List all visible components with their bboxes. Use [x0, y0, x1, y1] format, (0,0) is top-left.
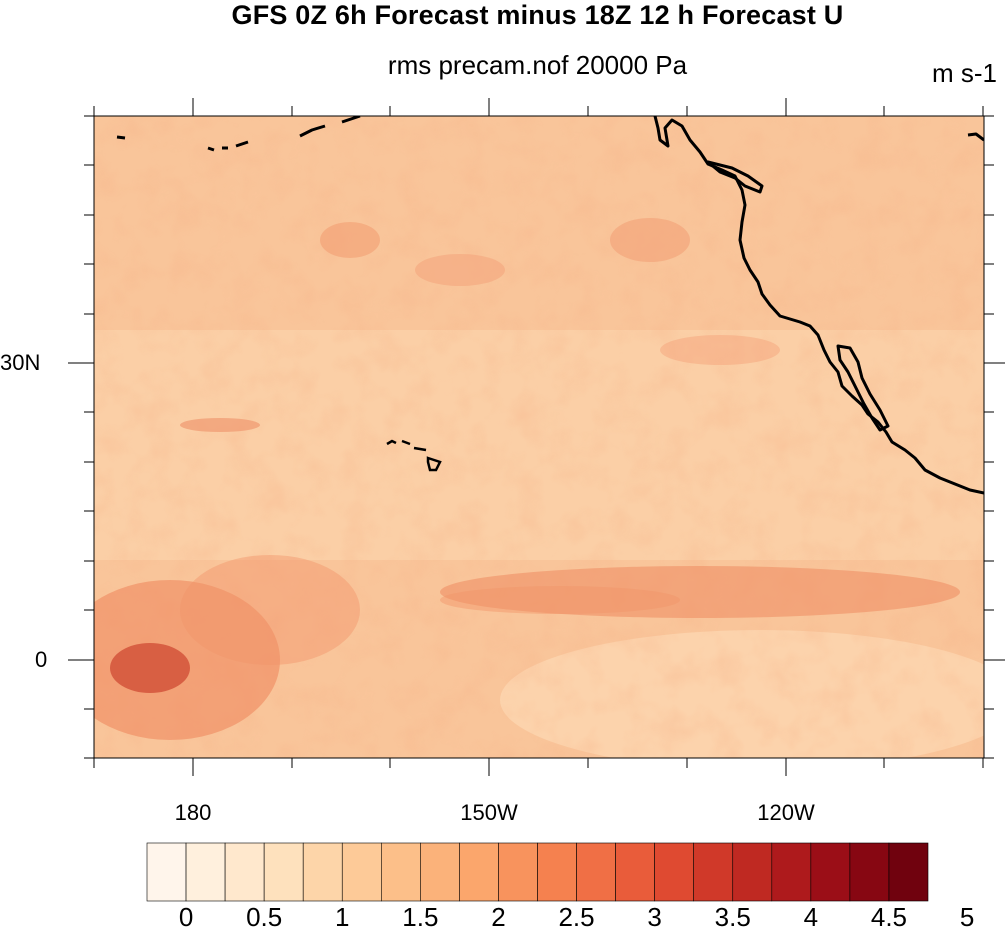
axis-ticks — [68, 98, 1005, 776]
coastlines — [116, 116, 984, 495]
colorbar-swatch — [888, 842, 929, 902]
colorbar-label: 3.5 — [714, 902, 751, 932]
island-molokai — [413, 446, 427, 452]
colorbar-label: 1.5 — [402, 902, 439, 932]
map-subtitle: rms precam.nof 20000 Pa — [387, 50, 688, 80]
colorbar-swatch — [498, 842, 538, 902]
gulf-of-california — [836, 344, 890, 432]
colorbar-swatch — [576, 842, 616, 902]
colorbar-swatch — [146, 842, 187, 902]
colorbar-swatch — [263, 842, 304, 902]
colorbar-label: 1 — [335, 902, 350, 932]
colorbar-swatch — [302, 842, 343, 902]
field-patch-2 — [415, 254, 505, 286]
colorbar-swatch — [615, 842, 655, 902]
hawaii-islands — [386, 439, 442, 472]
colorbar-label: 2.5 — [558, 902, 595, 932]
map-title: GFS 0Z 6h Forecast minus 18Z 12 h Foreca… — [231, 0, 844, 30]
colorbar-swatch — [654, 842, 695, 902]
colorbar-swatch — [224, 842, 265, 902]
aleutian-1 — [299, 124, 326, 138]
colorbar-label: 2 — [491, 902, 506, 932]
lon-label-150w: 150W — [460, 800, 518, 825]
gulf-outline — [706, 160, 764, 194]
lat-label-30n: 30N — [0, 350, 41, 375]
colorbar-swatch — [849, 842, 890, 902]
colorbar-swatch — [341, 842, 382, 902]
colorbar-label: 3 — [647, 902, 662, 932]
coast-northeast — [967, 132, 984, 142]
colorbar-swatch — [693, 842, 734, 902]
colorbar-swatch — [537, 842, 577, 902]
field-southwest-max — [110, 643, 190, 693]
aleutian-4 — [116, 135, 126, 140]
colorbar-swatch — [771, 842, 812, 902]
field-patch-1 — [320, 222, 380, 258]
colorbar-swatch — [732, 842, 773, 902]
field-patch-4 — [660, 335, 780, 365]
field-itcz-west — [440, 586, 680, 614]
colorbar-swatch — [810, 842, 851, 902]
data-field — [94, 116, 984, 758]
colorbar-swatch — [380, 842, 421, 902]
lon-label-180: 180 — [174, 800, 212, 825]
colorbar — [146, 842, 929, 902]
colorbar-label: 4 — [803, 902, 819, 932]
colorbar-swatch — [459, 842, 499, 902]
map-frame — [93, 115, 985, 759]
field-itcz-band — [440, 566, 960, 618]
aleutian-3 — [207, 140, 249, 152]
colorbar-swatch — [185, 842, 226, 902]
colorbar-label: 4.5 — [870, 902, 908, 932]
colorbar-label: 0 — [178, 902, 194, 932]
lon-label-120w: 120W — [757, 800, 815, 825]
aleutian-2 — [341, 116, 361, 124]
island-big-island — [426, 456, 442, 472]
field-patch-3 — [610, 218, 690, 262]
north-america-coast — [653, 116, 984, 495]
lat-label-0: 0 — [35, 647, 48, 672]
units-label: m s-1 — [932, 58, 997, 88]
colorbar-swatch — [420, 842, 460, 902]
island-oahu — [401, 439, 411, 446]
colorbar-label: 0.5 — [246, 902, 283, 932]
island-kauai — [386, 439, 397, 446]
field-west-patch — [180, 555, 360, 665]
colorbar-label: 5 — [959, 902, 975, 932]
field-streak — [180, 418, 260, 432]
